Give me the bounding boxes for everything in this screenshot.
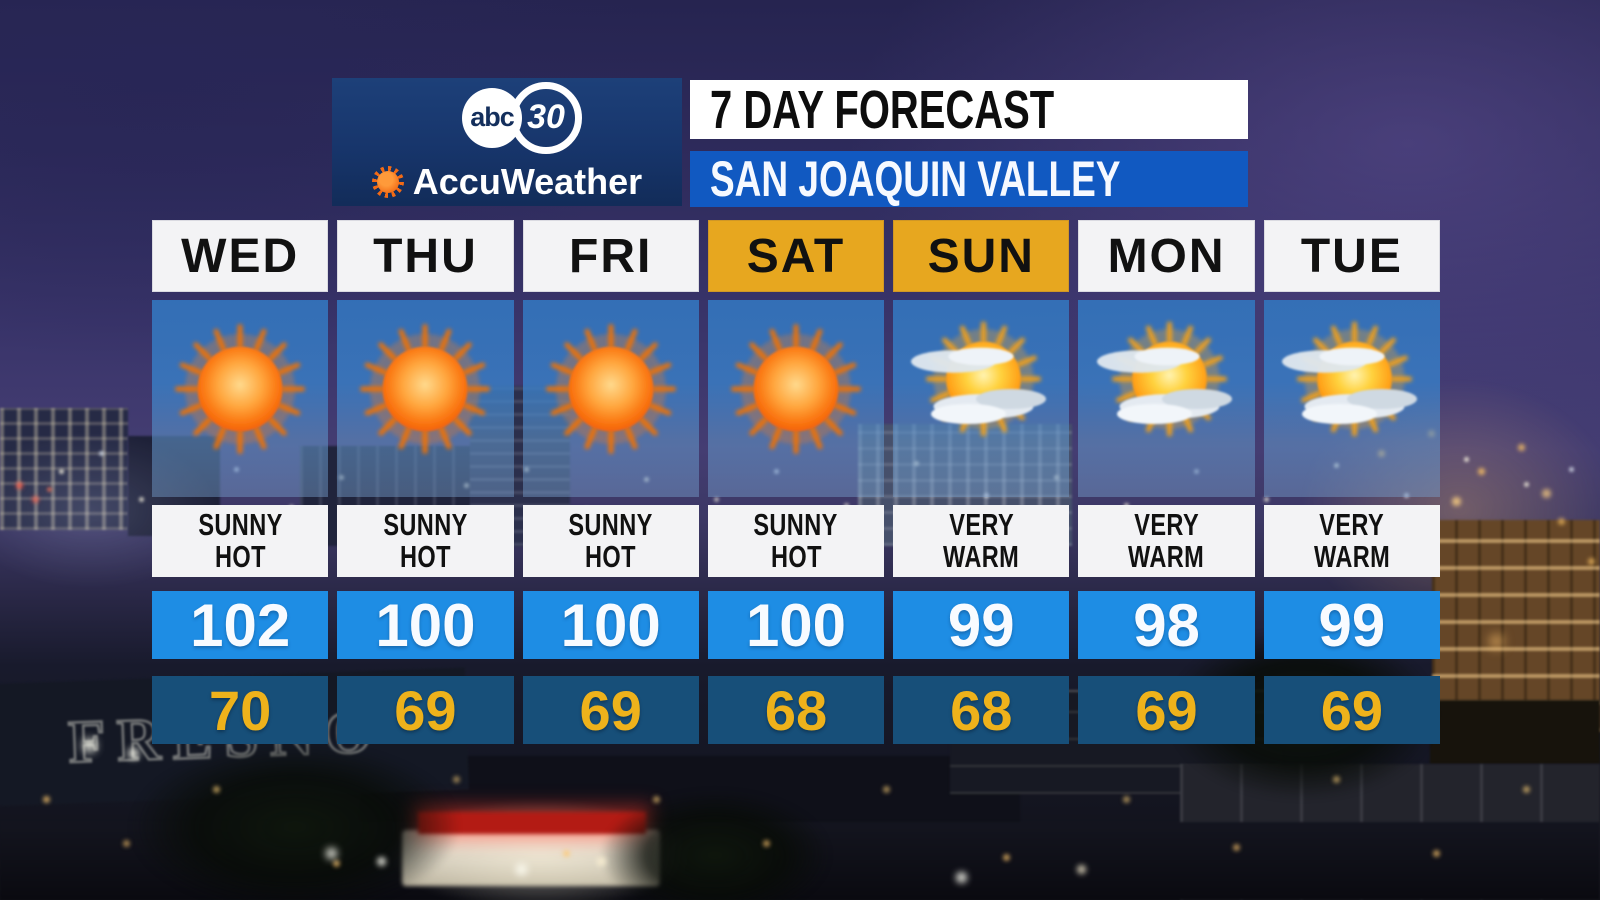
station-brand-panel: abc 30 AccuWeather bbox=[332, 78, 682, 206]
weather-icon-cell bbox=[1078, 300, 1255, 497]
low-temp: 69 bbox=[1263, 676, 1440, 744]
red-store-sign bbox=[418, 812, 646, 834]
sunny-icon bbox=[721, 314, 871, 464]
sunny-icon bbox=[165, 314, 315, 464]
day-header: THU bbox=[337, 220, 514, 292]
forecast-column-sun: SUN VERY WARM 99 68 bbox=[893, 220, 1070, 744]
forecast-column-sat: SAT SUNNY HOT 100 68 bbox=[707, 220, 885, 744]
accuweather-wordmark: AccuWeather bbox=[412, 160, 643, 202]
weather-icon-cell bbox=[707, 300, 885, 497]
low-temp: 68 bbox=[893, 676, 1070, 744]
forecast-column-fri: FRI SUNNY HOT 100 69 bbox=[522, 220, 699, 744]
abc30-logo: abc 30 bbox=[462, 81, 582, 154]
high-temp: 102 bbox=[152, 591, 329, 659]
building-silhouette bbox=[0, 408, 128, 530]
forecast-title: 7 DAY FORECAST bbox=[710, 79, 1055, 140]
forecast-column-tue: TUE VERY WARM 99 69 bbox=[1263, 220, 1440, 744]
high-temp: 99 bbox=[893, 591, 1070, 659]
high-temp: 99 bbox=[1263, 591, 1440, 659]
condition-label: VERY WARM bbox=[1078, 505, 1255, 577]
condition-label: SUNNY HOT bbox=[152, 505, 329, 577]
day-header: WED bbox=[152, 220, 329, 292]
high-temp: 100 bbox=[522, 591, 699, 659]
accuweather-sun-icon bbox=[371, 165, 404, 198]
partly-cloudy-icon bbox=[1092, 314, 1242, 464]
weather-icon-cell bbox=[893, 300, 1070, 497]
day-header: FRI bbox=[522, 220, 699, 292]
day-header: MON bbox=[1078, 220, 1255, 292]
weather-icon-cell bbox=[152, 300, 329, 497]
forecast-column-mon: MON VERY WARM 98 69 bbox=[1078, 220, 1255, 744]
forecast-region: SAN JOAQUIN VALLEY bbox=[710, 151, 1121, 207]
abc-logo-circle: abc bbox=[462, 87, 522, 148]
day-header: TUE bbox=[1263, 220, 1440, 292]
sunny-icon bbox=[350, 314, 500, 464]
forecast-column-wed: WED SUNNY HOT 102 70 bbox=[152, 220, 329, 744]
sunny-icon bbox=[536, 314, 686, 464]
condition-label: SUNNY HOT bbox=[522, 505, 699, 577]
forecast-grid: WED SUNNY HOT 102 70 THU SUNNY HOT 100 6… bbox=[152, 220, 1440, 744]
weather-icon-cell bbox=[522, 300, 699, 497]
high-temp: 98 bbox=[1078, 591, 1255, 659]
partly-cloudy-icon bbox=[1277, 314, 1427, 464]
weather-icon-cell bbox=[337, 300, 514, 497]
city-lights-glow bbox=[0, 0, 3, 3]
condition-label: SUNNY HOT bbox=[707, 505, 885, 577]
accuweather-lockup: AccuWeather bbox=[371, 160, 643, 203]
forecast-region-bar: SAN JOAQUIN VALLEY bbox=[690, 151, 1248, 207]
tree-silhouette bbox=[130, 742, 460, 900]
building-silhouette bbox=[1430, 700, 1600, 764]
day-header: SUN bbox=[893, 220, 1070, 292]
low-temp: 69 bbox=[1078, 676, 1255, 744]
forecast-title-bar: 7 DAY FORECAST bbox=[690, 79, 1248, 140]
low-temp: 69 bbox=[522, 676, 699, 744]
low-temp: 68 bbox=[707, 676, 885, 744]
channel-number: 30 bbox=[527, 98, 565, 136]
day-header: SAT bbox=[707, 220, 885, 292]
high-temp: 100 bbox=[337, 591, 514, 659]
condition-label: SUNNY HOT bbox=[337, 505, 514, 577]
tree-silhouette bbox=[600, 790, 830, 900]
low-temp: 69 bbox=[337, 676, 514, 744]
high-temp: 100 bbox=[707, 591, 885, 659]
lit-hotel-building bbox=[1432, 520, 1600, 732]
low-temp: 70 bbox=[152, 676, 329, 744]
condition-label: VERY WARM bbox=[1263, 505, 1440, 577]
weather-icon-cell bbox=[1263, 300, 1440, 497]
partly-cloudy-icon bbox=[906, 314, 1056, 464]
condition-label: VERY WARM bbox=[893, 505, 1070, 577]
abc-logo-text: abc bbox=[470, 102, 515, 132]
forecast-column-thu: THU SUNNY HOT 100 69 bbox=[337, 220, 514, 744]
